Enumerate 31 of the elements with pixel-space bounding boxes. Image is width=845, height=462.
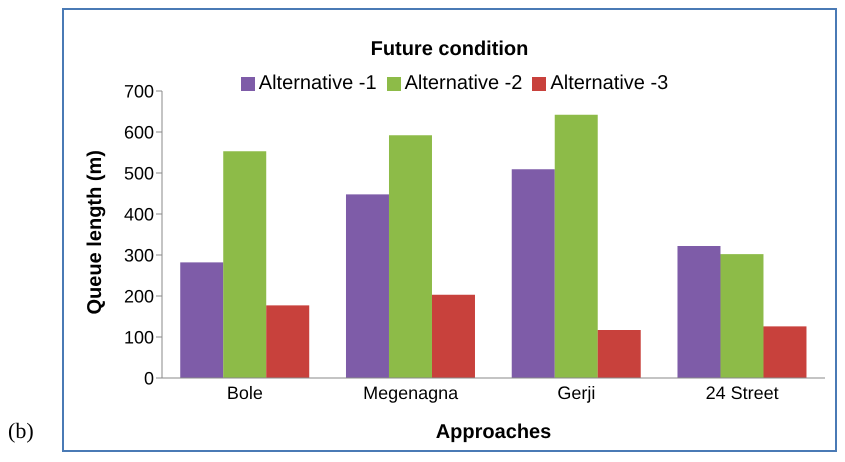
legend-label: Alternative -1 [258, 72, 377, 94]
bar [598, 330, 641, 378]
bar [388, 135, 432, 378]
y-tick-label: 600 [124, 122, 154, 142]
bar [677, 246, 720, 378]
bar [432, 294, 475, 378]
x-tick-label: 24 Street [706, 382, 779, 403]
chart-title: Future condition [370, 38, 530, 61]
bar [223, 151, 266, 378]
bar [720, 254, 764, 378]
bar [554, 114, 598, 378]
x-axis-title: Approaches [436, 421, 552, 443]
y-axis-title: Queue length (m) [84, 150, 106, 314]
bar [763, 326, 806, 378]
x-tick-label: Bole [226, 382, 263, 403]
legend-label: Alternative -2 [404, 72, 522, 94]
bar [180, 262, 224, 378]
x-tick-label: Megenagna [363, 382, 460, 403]
text: (b) [8, 418, 34, 444]
y-tick-label: 100 [124, 327, 154, 348]
y-tick-label: 700 [124, 81, 154, 102]
bar [346, 194, 389, 378]
y-tick-label: 300 [124, 245, 154, 266]
x-tick-label: Gerji [557, 382, 596, 403]
y-tick-label: 500 [124, 163, 154, 184]
bar [266, 305, 310, 378]
y-tick-label: 0 [144, 368, 154, 388]
legend-label: Alternative -3 [550, 72, 668, 94]
y-tick-label: 400 [124, 204, 154, 224]
y-tick-label: 200 [124, 286, 154, 306]
bar [512, 169, 555, 378]
